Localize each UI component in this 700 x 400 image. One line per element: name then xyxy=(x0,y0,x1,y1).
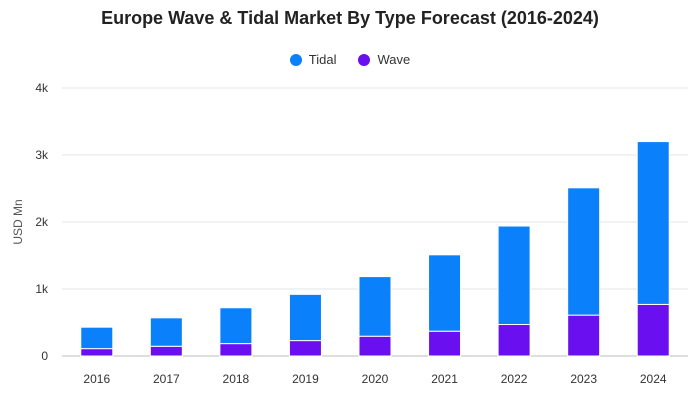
bar-tidal-2016[interactable] xyxy=(80,326,114,350)
legend-swatch-wave xyxy=(358,53,371,66)
legend-label-wave: Wave xyxy=(377,52,411,67)
y-tick-label: 1k xyxy=(35,282,49,296)
bar-wave-2016[interactable] xyxy=(80,348,114,357)
bar-tidal-2024[interactable] xyxy=(636,141,670,305)
bar-wave-2021[interactable] xyxy=(428,330,462,357)
bar-wave-2022[interactable] xyxy=(497,324,531,357)
y-axis-label: USD Mn xyxy=(11,199,25,244)
bar-wave-2018[interactable] xyxy=(219,343,253,357)
x-tick-label: 2019 xyxy=(292,372,319,386)
legend-label-tidal: Tidal xyxy=(308,52,337,67)
x-tick-label: 2024 xyxy=(640,372,667,386)
x-tick-label: 2020 xyxy=(362,372,389,386)
x-tick-label: 2018 xyxy=(223,372,250,386)
x-tick-labels: 2016 2017 2018 2019 2020 2021 2022 2023 2024 xyxy=(83,372,666,386)
chart-title: Europe Wave & Tidal Market By Type Forec… xyxy=(101,8,599,28)
y-tick-labels: 0 1k 2k 3k 4k xyxy=(35,81,49,363)
x-tick-label: 2016 xyxy=(83,372,110,386)
legend-item-tidal[interactable]: Tidal xyxy=(289,52,337,67)
bar-wave-2020[interactable] xyxy=(358,335,392,357)
legend-item-wave[interactable]: Wave xyxy=(358,52,410,67)
x-tick-label: 2017 xyxy=(153,372,180,386)
bar-wave-2019[interactable] xyxy=(288,340,322,357)
y-tick-label: 4k xyxy=(35,81,49,95)
bar-wave-2017[interactable] xyxy=(149,345,183,357)
x-tick-label: 2021 xyxy=(431,372,458,386)
bar-wave-2024[interactable] xyxy=(636,303,670,357)
bar-tidal-2019[interactable] xyxy=(288,293,322,342)
y-tick-label: 0 xyxy=(41,349,48,363)
bars xyxy=(80,141,670,357)
bar-tidal-2020[interactable] xyxy=(358,276,392,337)
legend-swatch-tidal xyxy=(289,53,302,66)
bar-tidal-2022[interactable] xyxy=(497,225,531,326)
bar-tidal-2021[interactable] xyxy=(428,254,462,332)
legend: Tidal Wave xyxy=(0,52,700,67)
x-tick-label: 2022 xyxy=(501,372,528,386)
bar-wave-2023[interactable] xyxy=(567,314,601,357)
x-tick-label: 2023 xyxy=(570,372,597,386)
bar-tidal-2018[interactable] xyxy=(219,307,253,345)
bar-tidal-2017[interactable] xyxy=(149,317,183,347)
y-tick-label: 2k xyxy=(35,215,49,229)
y-tick-label: 3k xyxy=(35,148,49,162)
bar-tidal-2023[interactable] xyxy=(567,187,601,316)
